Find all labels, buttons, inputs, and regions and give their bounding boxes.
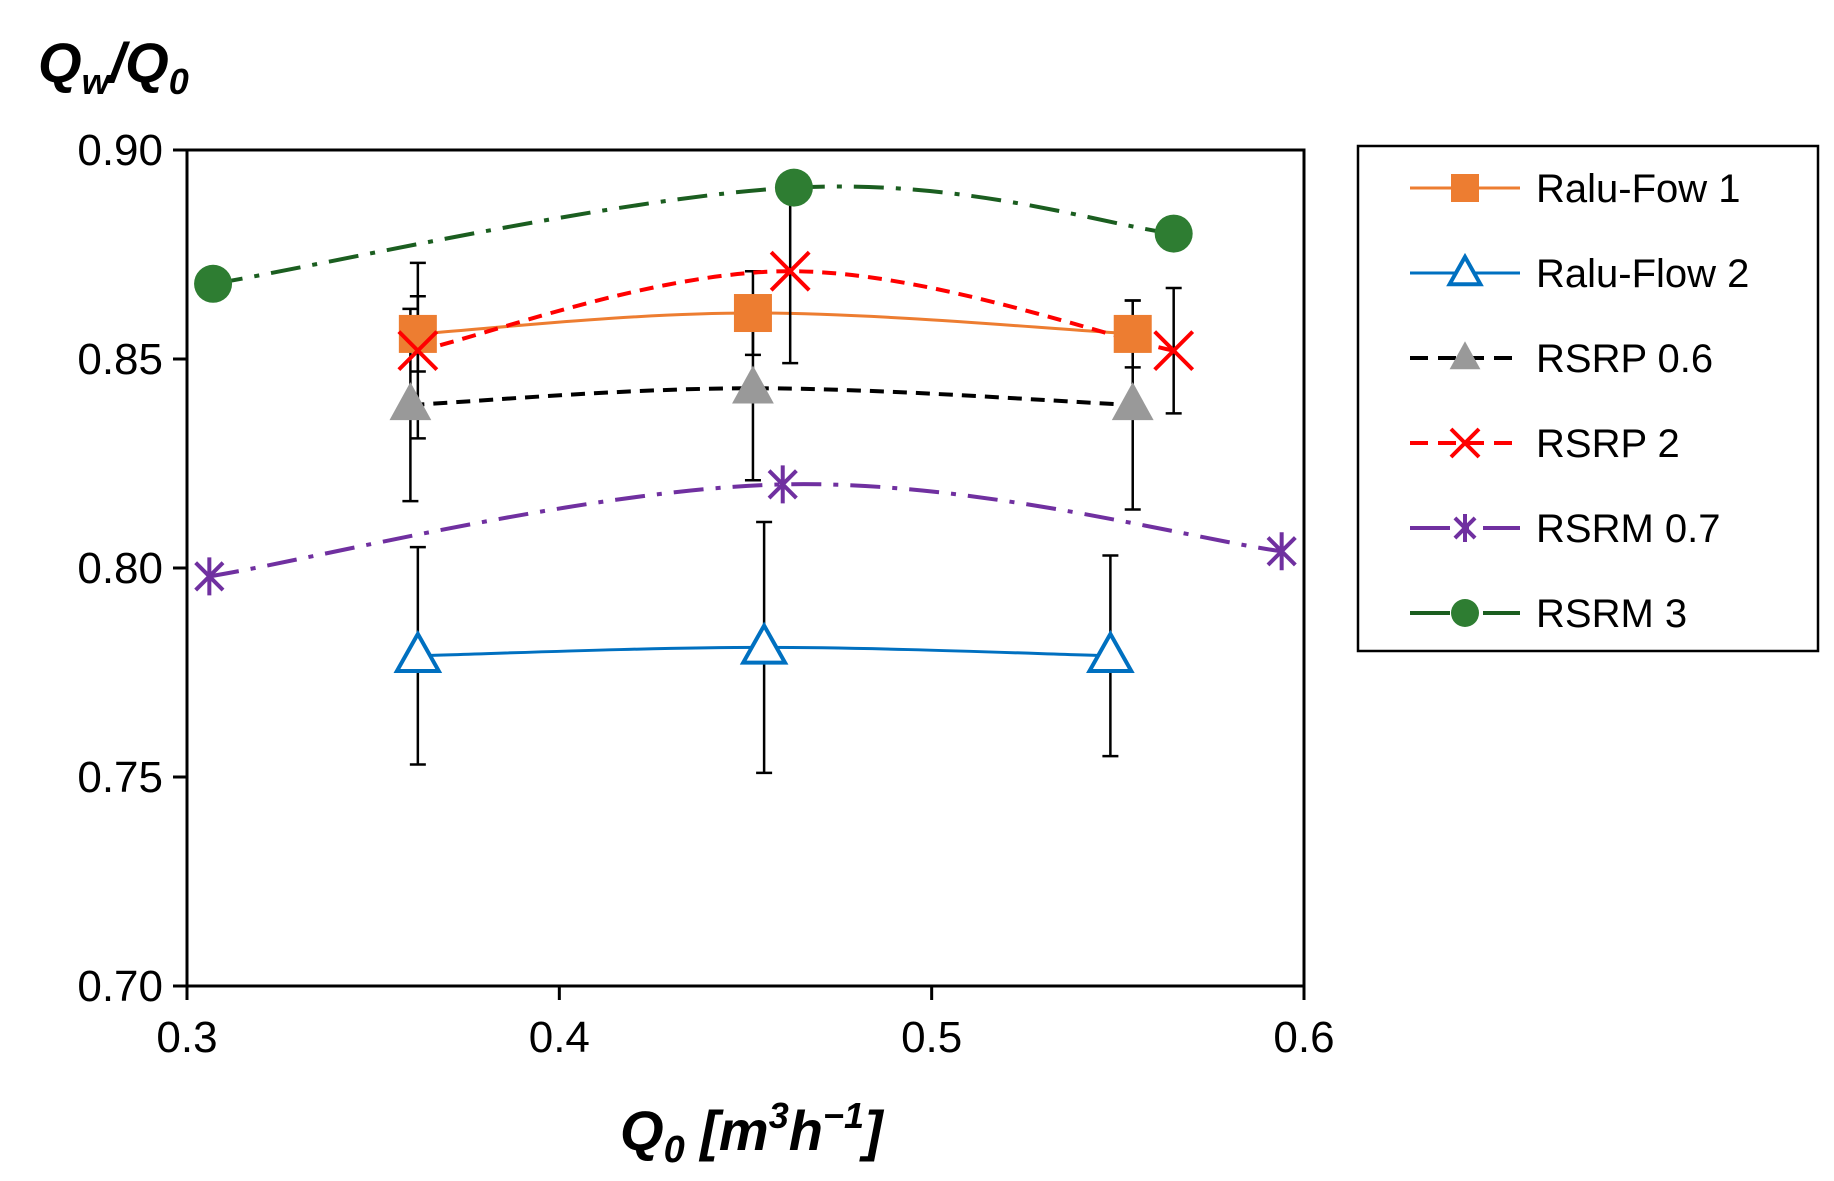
legend-marker xyxy=(1453,514,1477,542)
legend-item: RSRP 2 xyxy=(1410,422,1680,466)
data-point xyxy=(733,294,772,333)
y-axis-title: Qw/Q0 xyxy=(38,31,189,102)
y-tick-label: 0.90 xyxy=(77,126,163,175)
series-layer xyxy=(194,168,1297,775)
data-point xyxy=(769,250,811,292)
series-markers-2 xyxy=(389,365,1154,421)
y-axis: 0.70 0.75 0.80 0.85 0.90 xyxy=(77,126,187,1011)
data-point xyxy=(398,314,437,353)
legend-box xyxy=(1356,144,1820,653)
series-4 xyxy=(209,482,1282,579)
x-tick-label: 0.4 xyxy=(529,1013,590,1062)
data-point xyxy=(194,264,233,303)
data-point xyxy=(774,168,813,207)
data-point xyxy=(732,365,774,404)
series-markers-5 xyxy=(194,168,1193,303)
x-axis-title: Q0 [m3h−1] xyxy=(620,1095,885,1171)
legend-label: Ralu-Flow 2 xyxy=(1536,252,1749,296)
series-markers-0 xyxy=(398,294,1152,353)
data-point xyxy=(1113,314,1152,353)
y-tick-label: 0.80 xyxy=(77,544,163,593)
legend-label: Ralu-Fow 1 xyxy=(1536,167,1741,211)
series-markers-4 xyxy=(194,465,1297,596)
data-point xyxy=(1154,214,1193,253)
series-markers-1 xyxy=(393,621,1135,673)
legend-label: RSRM 0.7 xyxy=(1536,507,1721,551)
legend-label: RSRP 2 xyxy=(1536,422,1680,466)
data-point xyxy=(1111,382,1154,421)
series-line xyxy=(209,482,1282,579)
legend-label: RSRM 3 xyxy=(1536,592,1687,636)
legend-item: Ralu-Fow 1 xyxy=(1410,167,1741,211)
y-tick-label: 0.85 xyxy=(77,335,163,384)
legend-marker xyxy=(1446,252,1484,287)
y-tick-label: 0.70 xyxy=(77,962,163,1011)
legend-marker xyxy=(1449,427,1481,459)
series-line xyxy=(212,184,1174,286)
data-point xyxy=(1086,629,1135,673)
legend: Ralu-Fow 1 Ralu-Flow 2 RSRP 0.6 RSRP 2 RSRM … xyxy=(1410,167,1749,636)
x-tick-label: 0.3 xyxy=(156,1013,217,1062)
series-line xyxy=(417,269,1175,353)
data-point xyxy=(767,465,798,504)
data-point xyxy=(397,330,439,372)
legend-item: RSRM 0.7 xyxy=(1410,507,1721,551)
legend-item: Ralu-Flow 2 xyxy=(1410,252,1749,296)
legend-label: RSRP 0.6 xyxy=(1536,337,1713,381)
data-point xyxy=(1266,532,1297,571)
data-point xyxy=(389,382,432,421)
x-tick-label: 0.6 xyxy=(1273,1013,1334,1062)
legend-marker xyxy=(1451,599,1479,627)
series-5 xyxy=(212,184,1174,286)
data-point xyxy=(393,629,443,673)
x-tick-label: 0.5 xyxy=(901,1013,962,1062)
series-line xyxy=(410,386,1133,407)
legend-marker xyxy=(1451,174,1479,202)
data-point xyxy=(194,557,225,596)
data-point xyxy=(739,621,789,665)
series-markers-3 xyxy=(397,250,1195,372)
plot-area xyxy=(185,148,1306,988)
legend-marker xyxy=(1449,341,1481,370)
x-axis: 0.3 0.4 0.5 0.6 xyxy=(156,986,1335,1062)
data-point xyxy=(1153,330,1195,372)
series-line xyxy=(417,311,1133,336)
legend-item: RSRP 0.6 xyxy=(1410,337,1713,381)
y-tick-label: 0.75 xyxy=(77,753,163,802)
legend-item: RSRM 3 xyxy=(1410,592,1687,636)
